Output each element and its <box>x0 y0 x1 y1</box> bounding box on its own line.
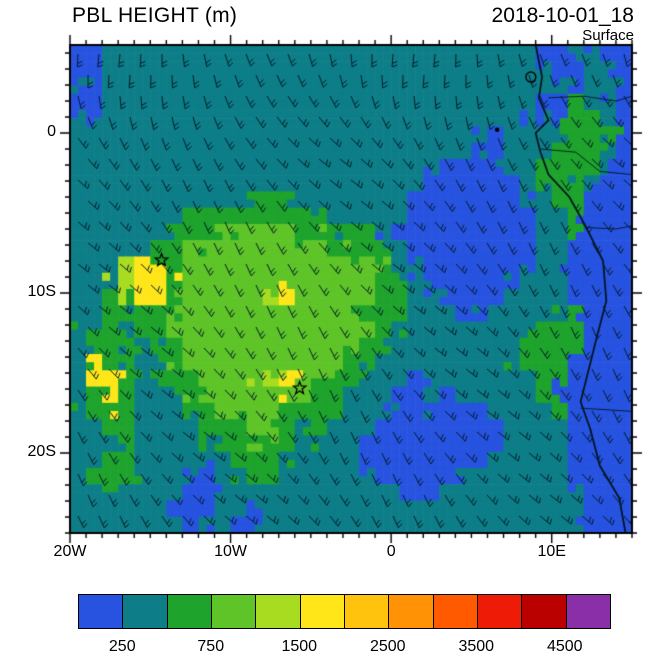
colorbar-tick-label: 4500 <box>546 638 583 655</box>
x-tick-label: 0 <box>386 543 396 560</box>
colorbar-tick-label: 250 <box>108 638 136 655</box>
colorbar-cell <box>566 595 610 628</box>
colorbar-cell <box>300 595 345 628</box>
colorbar-cell <box>477 595 523 628</box>
x-tick-label: 10W <box>214 543 248 560</box>
colorbar-cell <box>344 595 390 628</box>
colorbar-cell <box>167 595 212 628</box>
colorbar-cell <box>211 595 257 628</box>
y-tick-label: 20S <box>27 443 56 460</box>
x-tick-label: 10E <box>537 543 566 560</box>
colorbar <box>78 594 611 629</box>
colorbar-tick-label: 2500 <box>369 638 406 655</box>
y-tick-label: 10S <box>27 283 56 300</box>
y-tick-label: 0 <box>47 123 56 140</box>
x-tick-label: 20W <box>53 543 87 560</box>
colorbar-cell <box>123 595 168 628</box>
colorbar-cell <box>433 595 478 628</box>
colorbar-cell <box>522 595 567 628</box>
colorbar-tick-label: 3500 <box>458 638 495 655</box>
colorbar-cell <box>389 595 434 628</box>
colorbar-tick-label: 750 <box>197 638 225 655</box>
colorbar-cell <box>256 595 301 628</box>
colorbar-cell <box>79 595 124 628</box>
colorbar-tick-label: 1500 <box>281 638 318 655</box>
